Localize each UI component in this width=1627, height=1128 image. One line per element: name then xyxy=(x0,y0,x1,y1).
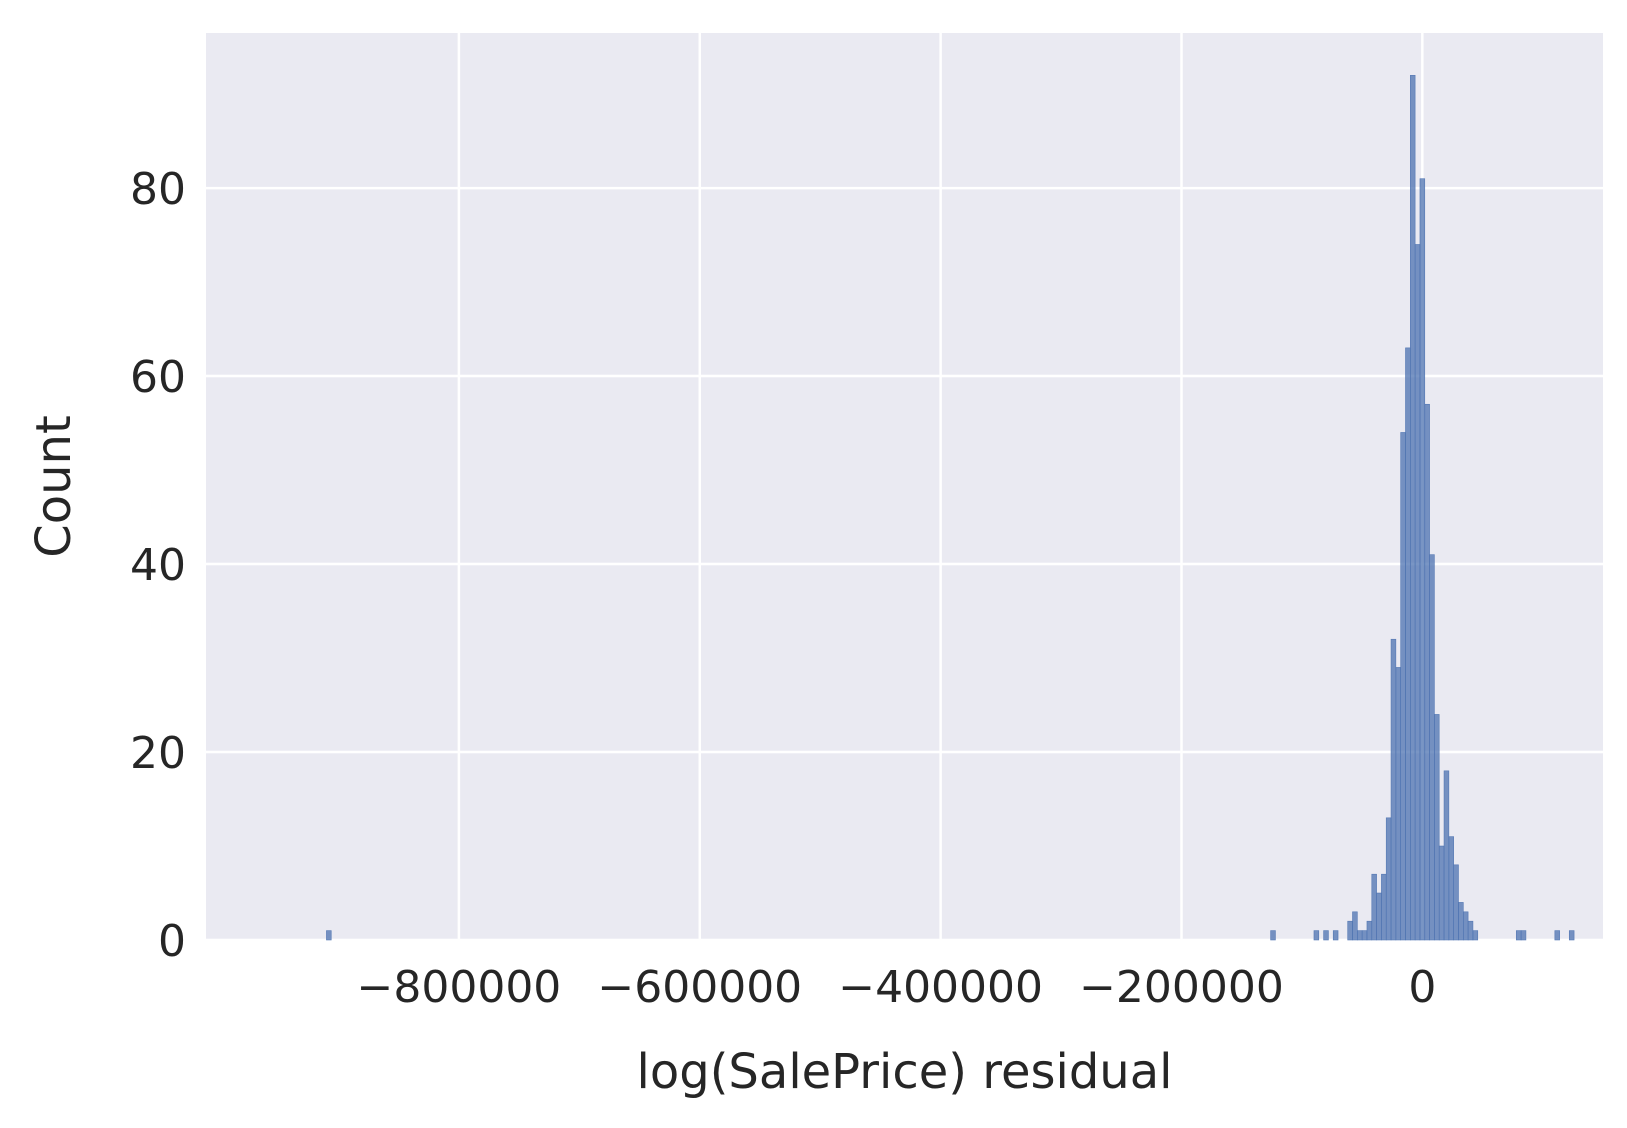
x-axis-ticks: −800000 −600000 −400000 −200000 0 xyxy=(356,962,1436,1013)
y-tick-label: 60 xyxy=(130,352,186,403)
y-tick-label: 20 xyxy=(130,728,186,779)
histogram-bar xyxy=(1352,911,1358,941)
histogram-bar xyxy=(1395,667,1401,941)
histogram-bar xyxy=(1361,930,1368,941)
y-axis-label: Count xyxy=(26,415,82,558)
x-tick-label: 0 xyxy=(1408,962,1436,1013)
histogram-bar xyxy=(1414,244,1421,941)
gridlines xyxy=(206,33,1603,942)
histogram-bar xyxy=(1366,920,1373,941)
histogram-bar xyxy=(1463,911,1469,941)
histogram-bar xyxy=(1472,930,1479,941)
histogram-bar xyxy=(1424,403,1430,941)
y-tick-label: 0 xyxy=(158,916,186,967)
histogram-bar xyxy=(1405,347,1411,941)
histogram-bar xyxy=(1448,836,1454,941)
histogram-bar xyxy=(1520,930,1527,941)
y-tick-label: 40 xyxy=(130,540,186,591)
histogram-bar xyxy=(1443,770,1450,941)
histogram-bar xyxy=(1515,930,1522,941)
histogram-bar xyxy=(1376,892,1382,941)
x-tick-label: −600000 xyxy=(597,962,802,1013)
histogram-bar xyxy=(1434,714,1440,941)
x-tick-label: −200000 xyxy=(1079,962,1284,1013)
y-axis-ticks: 0 20 40 60 80 xyxy=(130,164,186,967)
histogram-bar xyxy=(1438,845,1445,941)
histogram-bar xyxy=(1371,873,1377,941)
histogram-bar xyxy=(1453,864,1459,941)
histogram-bar xyxy=(1347,920,1353,941)
x-axis-label: log(SalePrice) residual xyxy=(637,1044,1173,1100)
histogram-bar xyxy=(1568,930,1575,941)
x-tick-label: −400000 xyxy=(838,962,1043,1013)
histogram-bar xyxy=(1313,930,1320,941)
histogram-bar xyxy=(1554,930,1560,941)
histogram-bar xyxy=(1332,930,1339,941)
histogram-bar xyxy=(1419,178,1426,941)
histogram-bar xyxy=(1410,74,1416,941)
histogram-bar xyxy=(1357,930,1363,941)
histogram-bar xyxy=(1467,920,1474,941)
y-tick-label: 80 xyxy=(130,164,186,215)
histogram-bar xyxy=(1381,873,1387,941)
histogram-bar xyxy=(1400,432,1406,941)
x-tick-label: −800000 xyxy=(356,962,561,1013)
histogram-bar xyxy=(1458,902,1464,941)
plot-background xyxy=(206,33,1603,940)
histogram-bar xyxy=(1270,930,1276,941)
histogram-bar xyxy=(1390,638,1397,941)
histogram-bar xyxy=(326,930,332,941)
histogram-bar xyxy=(1385,817,1392,941)
histogram-bar xyxy=(1429,554,1435,941)
histogram-bars xyxy=(326,74,1575,941)
histogram-bar xyxy=(1323,930,1329,941)
